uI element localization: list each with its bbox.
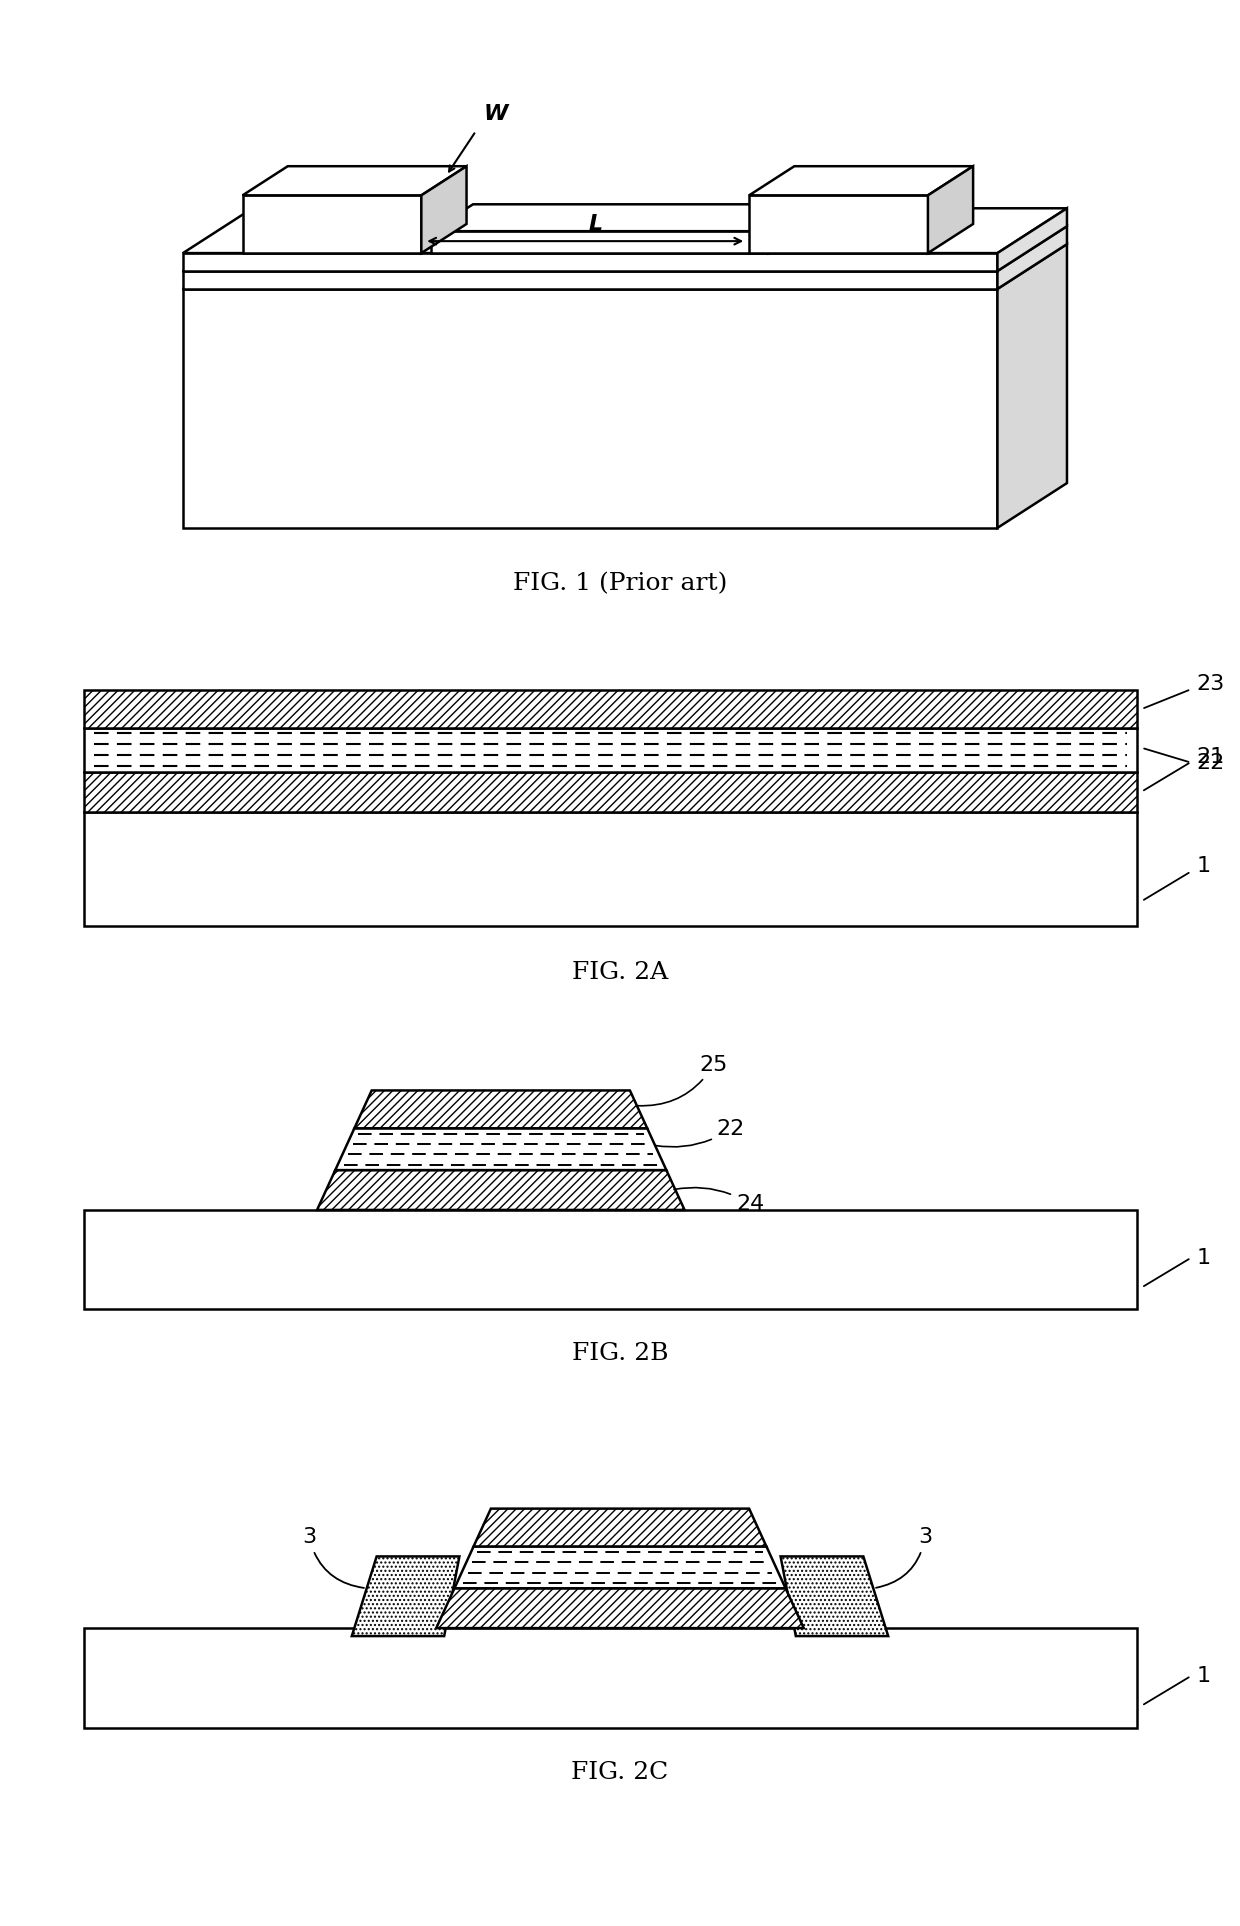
Polygon shape [243,166,466,195]
Text: 24: 24 [675,1188,764,1213]
Text: FIG. 2C: FIG. 2C [572,1760,668,1783]
Text: 3: 3 [875,1527,932,1587]
Polygon shape [781,1556,888,1635]
Text: 1: 1 [1197,1248,1210,1267]
Polygon shape [997,245,1066,528]
Bar [749,195,928,252]
Bar [243,195,422,252]
Text: FIG. 2B: FIG. 2B [572,1342,668,1366]
Polygon shape [436,1589,804,1627]
Text: 1: 1 [1197,857,1210,876]
Text: 22: 22 [655,1119,745,1146]
Polygon shape [474,1508,766,1547]
Text: 22: 22 [1197,753,1224,772]
Polygon shape [997,208,1066,272]
Bar [83,772,1137,811]
Polygon shape [335,1129,666,1171]
Text: 25: 25 [637,1055,728,1106]
Polygon shape [317,1171,684,1210]
Polygon shape [454,1547,786,1589]
Bar [83,1627,1137,1728]
Bar [184,272,997,289]
Bar [83,811,1137,926]
Text: 1: 1 [1197,1666,1210,1685]
Polygon shape [749,166,973,195]
Text: FIG. 2A: FIG. 2A [572,961,668,984]
Polygon shape [355,1090,647,1129]
Polygon shape [928,166,973,252]
Polygon shape [184,245,1066,289]
Text: 21: 21 [1197,747,1224,767]
Polygon shape [184,208,1066,252]
Polygon shape [184,225,1066,272]
Text: W: W [484,104,508,123]
Polygon shape [352,1556,459,1635]
Polygon shape [769,204,811,252]
Polygon shape [997,225,1066,289]
Text: L: L [588,214,603,235]
Bar [83,728,1137,772]
Bar [184,289,997,528]
Polygon shape [422,166,466,252]
Bar [184,252,997,272]
Text: 3: 3 [303,1527,365,1587]
Polygon shape [432,204,811,231]
Bar [432,231,769,252]
Text: 23: 23 [1197,674,1224,693]
Text: FIG. 1 (Prior art): FIG. 1 (Prior art) [513,572,727,595]
Bar [83,690,1137,728]
Bar [83,1210,1137,1310]
